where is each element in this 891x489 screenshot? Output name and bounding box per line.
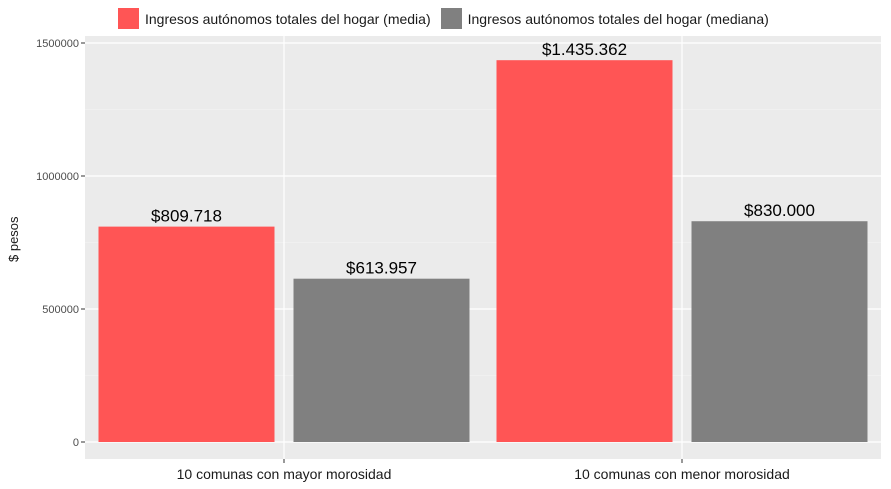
- y-tick-label: 0: [73, 437, 79, 449]
- bar-data-label: $830.000: [744, 201, 815, 220]
- bar-data-label: $809.718: [151, 207, 222, 226]
- bar: [692, 221, 868, 442]
- x-tick-label: 10 comunas con menor morosidad: [574, 466, 790, 482]
- bar: [99, 227, 275, 442]
- bar-data-label: $613.957: [346, 259, 417, 278]
- y-tick-label: 1500000: [36, 38, 79, 50]
- y-tick-label: 500000: [42, 304, 79, 316]
- y-tick-label: 1000000: [36, 171, 79, 183]
- x-tick-label: 10 comunas con mayor morosidad: [177, 466, 392, 482]
- bar: [294, 279, 470, 442]
- bar-data-label: $1.435.362: [542, 40, 627, 59]
- bar: [497, 60, 673, 442]
